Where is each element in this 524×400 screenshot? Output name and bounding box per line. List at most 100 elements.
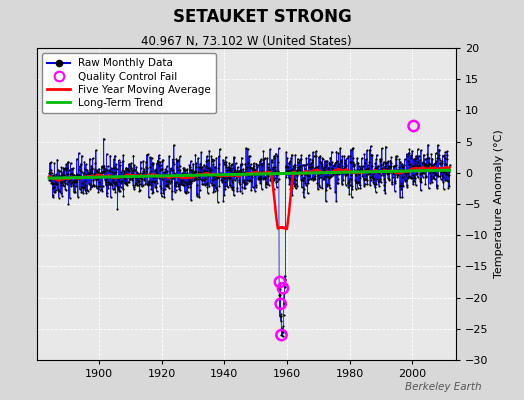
Point bbox=[257, 156, 265, 163]
Point bbox=[137, 158, 145, 165]
Point bbox=[409, 156, 418, 162]
Point bbox=[298, 169, 306, 175]
Point bbox=[368, 152, 376, 159]
Point bbox=[292, 168, 301, 174]
Point bbox=[244, 160, 253, 166]
Point bbox=[295, 164, 303, 170]
Point bbox=[301, 166, 309, 172]
Point bbox=[392, 153, 400, 159]
Point bbox=[89, 176, 97, 183]
Point bbox=[260, 176, 269, 182]
Point bbox=[93, 167, 102, 173]
Point bbox=[443, 156, 451, 162]
Point bbox=[253, 171, 261, 178]
Point bbox=[324, 170, 332, 176]
Point bbox=[133, 182, 141, 188]
Point bbox=[103, 167, 111, 173]
Point bbox=[126, 165, 135, 172]
Point bbox=[246, 165, 255, 171]
Point bbox=[151, 174, 159, 181]
Point bbox=[411, 182, 420, 188]
Point bbox=[243, 170, 252, 176]
Point bbox=[48, 180, 56, 186]
Point bbox=[300, 162, 309, 168]
Point bbox=[134, 179, 142, 185]
Point bbox=[237, 168, 245, 175]
Point bbox=[92, 182, 101, 189]
Point bbox=[255, 175, 263, 182]
Point bbox=[293, 156, 302, 162]
Point bbox=[149, 189, 158, 195]
Point bbox=[200, 162, 208, 168]
Point bbox=[162, 173, 171, 180]
Point bbox=[211, 184, 220, 191]
Point bbox=[122, 164, 130, 171]
Point bbox=[209, 171, 217, 178]
Point bbox=[144, 179, 152, 185]
Point bbox=[93, 169, 102, 176]
Point bbox=[271, 167, 279, 174]
Point bbox=[218, 179, 226, 185]
Point bbox=[371, 165, 379, 172]
Point bbox=[76, 163, 84, 169]
Point bbox=[239, 178, 248, 185]
Point bbox=[308, 156, 316, 163]
Point bbox=[262, 178, 270, 185]
Point bbox=[312, 152, 320, 159]
Point bbox=[101, 177, 109, 184]
Point bbox=[290, 183, 299, 189]
Point bbox=[319, 166, 328, 172]
Point bbox=[121, 179, 129, 186]
Point bbox=[352, 186, 360, 192]
Title: 40.967 N, 73.102 W (United States): 40.967 N, 73.102 W (United States) bbox=[141, 35, 352, 48]
Point bbox=[269, 164, 277, 170]
Point bbox=[265, 166, 274, 172]
Point bbox=[256, 158, 264, 165]
Point bbox=[49, 185, 58, 191]
Point bbox=[288, 151, 296, 158]
Point bbox=[293, 182, 302, 189]
Point bbox=[305, 156, 314, 162]
Point bbox=[361, 160, 369, 166]
Point bbox=[151, 184, 159, 190]
Point bbox=[411, 158, 419, 164]
Point bbox=[105, 173, 114, 180]
Point bbox=[181, 179, 190, 185]
Point bbox=[200, 177, 209, 183]
Point bbox=[114, 176, 122, 182]
Point bbox=[424, 185, 433, 191]
Point bbox=[430, 168, 438, 175]
Point bbox=[120, 171, 128, 177]
Point bbox=[194, 169, 202, 175]
Point bbox=[221, 175, 229, 182]
Point bbox=[122, 165, 130, 171]
Point bbox=[336, 170, 345, 176]
Point bbox=[141, 181, 149, 187]
Point bbox=[89, 155, 97, 162]
Point bbox=[365, 168, 373, 174]
Point bbox=[231, 172, 239, 179]
Point bbox=[128, 172, 137, 179]
Point bbox=[304, 152, 313, 158]
Point bbox=[112, 181, 121, 187]
Point bbox=[276, 313, 284, 319]
Point bbox=[125, 179, 134, 186]
Point bbox=[232, 175, 241, 181]
Point bbox=[279, 285, 287, 292]
Point bbox=[105, 181, 113, 188]
Point bbox=[378, 145, 386, 152]
Point bbox=[178, 181, 186, 187]
Point bbox=[248, 169, 257, 176]
Point bbox=[429, 169, 437, 175]
Point bbox=[118, 167, 127, 173]
Point bbox=[248, 172, 256, 178]
Point bbox=[418, 170, 426, 177]
Point bbox=[80, 159, 89, 165]
Point bbox=[350, 160, 358, 167]
Point bbox=[337, 163, 346, 169]
Point bbox=[194, 164, 203, 170]
Point bbox=[52, 186, 60, 193]
Point bbox=[256, 180, 264, 186]
Point bbox=[220, 159, 228, 166]
Point bbox=[369, 179, 377, 185]
